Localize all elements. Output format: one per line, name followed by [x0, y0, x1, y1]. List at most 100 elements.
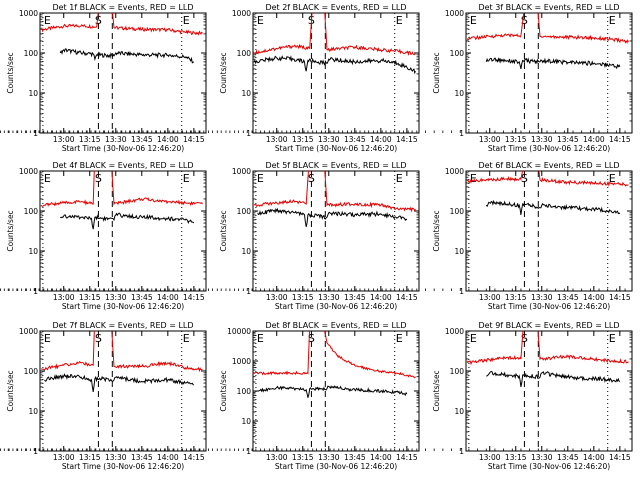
y-tick-label: 100 [24, 367, 39, 376]
y-tick-label: 1 [33, 287, 38, 296]
x-tick-label: 13:15 [292, 293, 314, 302]
x-axis-label: Start Time (30-Nov-06 12:46:20) [62, 302, 184, 311]
y-tick-label: 1 [33, 447, 38, 456]
panel-title: Det 2f BLACK = Events, RED = LLD [265, 3, 406, 12]
plot-frame [39, 170, 207, 292]
x-tick-label: 14:15 [396, 135, 418, 144]
y-axis-label: Counts/sec [6, 210, 15, 251]
x-tick-label: 13:45 [557, 293, 579, 302]
y-axis-label: Counts/sec [6, 52, 15, 93]
y-tick-label: 100 [450, 367, 465, 376]
x-tick-label: 13:30 [531, 293, 553, 302]
y-tick-label: 1 [459, 129, 464, 138]
y-axis-label: Counts/sec [6, 370, 15, 411]
y-tick-label: 10 [454, 89, 464, 98]
lld-series-line [253, 331, 416, 379]
y-tick-label: 10 [241, 89, 251, 98]
marker-label: E [470, 14, 477, 27]
y-axis-label: Counts/sec [432, 52, 441, 93]
marker-label: E [183, 172, 190, 185]
marker-label: S [95, 14, 102, 27]
plot-frame [252, 330, 420, 452]
y-tick-label: 1000 [19, 9, 38, 18]
events-series-line [486, 370, 621, 388]
x-tick-label: 13:00 [266, 135, 288, 144]
lld-series-line [254, 13, 416, 56]
x-tick-label: 13:15 [79, 453, 101, 462]
x-tick-label: 13:00 [479, 453, 501, 462]
x-tick-label: 13:00 [479, 293, 501, 302]
x-tick-label: 13:45 [344, 293, 366, 302]
x-tick-label: 14:00 [370, 453, 392, 462]
y-tick-label: 1000 [19, 167, 38, 176]
y-axis-label: Counts/sec [219, 210, 228, 251]
x-tick-label: 13:00 [479, 135, 501, 144]
marker-label: S [308, 172, 315, 185]
plot-frame [252, 12, 420, 134]
y-tick-label: 10 [241, 247, 251, 256]
y-tick-label: 1000 [232, 167, 251, 176]
x-tick-label: 14:15 [183, 135, 205, 144]
y-tick-label: 10 [28, 89, 38, 98]
x-tick-label: 14:15 [609, 293, 631, 302]
y-tick-label: 100 [450, 49, 465, 58]
plot-frame [465, 170, 633, 292]
x-tick-label: 13:45 [131, 135, 153, 144]
panel-title: Det 6f BLACK = Events, RED = LLD [478, 161, 619, 170]
x-tick-label: 14:00 [157, 135, 179, 144]
events-series-line [485, 199, 621, 215]
x-axis-label: Start Time (30-Nov-06 12:46:20) [62, 144, 184, 153]
x-tick-label: 14:15 [183, 293, 205, 302]
x-tick-label: 13:30 [531, 135, 553, 144]
x-tick-label: 14:00 [583, 135, 605, 144]
x-tick-label: 13:30 [105, 453, 127, 462]
plot-frame [465, 12, 633, 134]
events-series-line [257, 385, 408, 398]
y-tick-label: 1000 [19, 327, 38, 336]
events-series-line [59, 212, 195, 230]
x-tick-label: 14:00 [157, 453, 179, 462]
lld-series-line [466, 331, 629, 366]
marker-label: E [396, 332, 403, 345]
x-tick-label: 13:30 [105, 293, 127, 302]
y-tick-label: 1 [246, 447, 251, 456]
y-tick-label: 100 [237, 387, 252, 396]
marker-label: E [44, 332, 51, 345]
y-tick-label: 1 [459, 447, 464, 456]
x-tick-label: 13:45 [557, 453, 579, 462]
y-tick-label: 1000 [232, 357, 251, 366]
x-tick-label: 13:30 [318, 293, 340, 302]
y-tick-label: 100 [237, 49, 252, 58]
x-axis-label: Start Time (30-Nov-06 12:46:20) [275, 144, 397, 153]
y-tick-label: 1 [246, 129, 251, 138]
marker-label: E [257, 14, 264, 27]
x-tick-label: 13:30 [105, 135, 127, 144]
x-tick-label: 14:00 [370, 135, 392, 144]
y-tick-label: 100 [24, 49, 39, 58]
lld-series-line [466, 13, 629, 44]
detector-panel: Det 7f BLACK = Events, RED = LLD 1 10 100 10… [6, 321, 207, 471]
detector-panel: Det 8f BLACK = Events, RED = LLD 1 10 100 10… [3, 321, 420, 471]
marker-label: S [95, 172, 102, 185]
x-tick-label: 13:00 [53, 453, 75, 462]
x-tick-label: 13:15 [79, 135, 101, 144]
detector-panel: Det 3f BLACK = Events, RED = LLD 1 10 100 10… [0, 3, 633, 153]
detector-panel: Det 4f BLACK = Events, RED = LLD 1 10 100 10… [6, 161, 207, 311]
y-tick-label: 10 [454, 407, 464, 416]
panel-title: Det 9f BLACK = Events, RED = LLD [478, 321, 619, 330]
x-axis-label: Start Time (30-Nov-06 12:46:20) [62, 462, 184, 471]
marker-label: E [44, 14, 51, 27]
lld-series-line [40, 13, 203, 36]
x-axis-label: Start Time (30-Nov-06 12:46:20) [275, 302, 397, 311]
x-tick-label: 13:30 [318, 453, 340, 462]
plot-frame [465, 330, 633, 452]
y-tick-label: 10 [454, 247, 464, 256]
events-series-line [257, 207, 408, 228]
x-tick-label: 14:00 [583, 293, 605, 302]
plot-frame [252, 170, 420, 292]
marker-label: S [521, 172, 528, 185]
detector-panel: Det 6f BLACK = Events, RED = LLD 1 10 100 10… [0, 161, 633, 311]
y-tick-label: 1 [246, 287, 251, 296]
lld-series-line [40, 331, 203, 373]
